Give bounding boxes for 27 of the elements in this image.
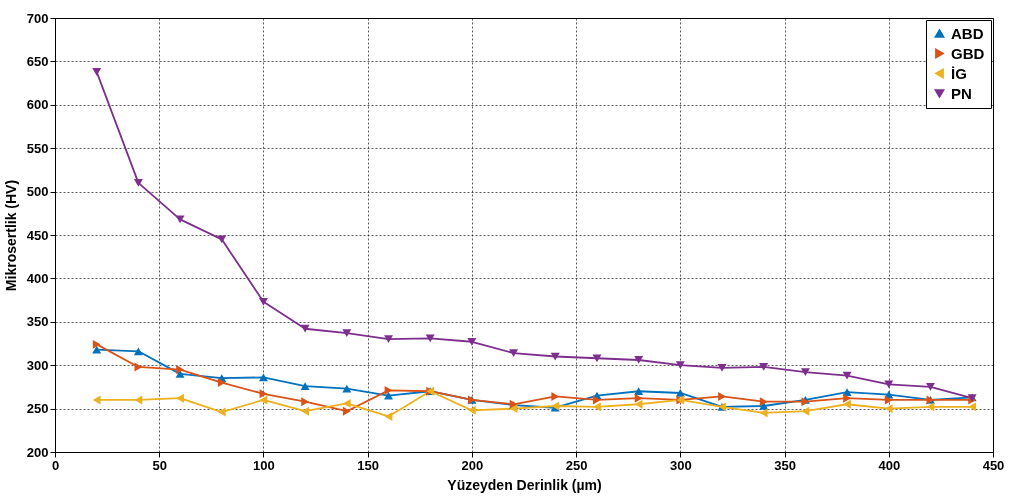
x-tick-label: 250 (565, 457, 588, 473)
x-tick-label: 400 (878, 457, 901, 473)
legend-label: GBD (951, 44, 985, 62)
x-tick-label: 300 (669, 457, 692, 473)
x-tick-label: 350 (774, 457, 796, 473)
y-tick-label: 650 (26, 53, 49, 69)
y-axis-title: Mikrosertlik (HV) (2, 179, 19, 292)
x-tick-label: 150 (357, 457, 380, 473)
x-tick-label: 200 (461, 457, 484, 473)
legend-label: ABD (951, 24, 984, 42)
y-tick-label: 700 (26, 10, 49, 26)
y-tick-label: 250 (26, 401, 49, 417)
y-tick-label: 600 (26, 97, 49, 113)
y-tick-label: 400 (26, 270, 49, 286)
y-tick-label: 300 (26, 357, 49, 373)
y-tick-label: 450 (26, 227, 49, 243)
legend-label: PN (951, 84, 972, 102)
y-tick-label: 200 (26, 444, 49, 460)
y-tick-label: 550 (26, 140, 49, 156)
legend-label: İG (951, 64, 967, 82)
y-tick-label: 500 (26, 184, 49, 200)
x-tick-label: 50 (152, 457, 167, 473)
x-tick-label: 0 (51, 457, 60, 473)
x-tick-label: 450 (982, 457, 1005, 473)
y-tick-label: 350 (26, 314, 49, 330)
x-tick-label: 100 (253, 457, 275, 473)
x-axis-title: Yüzeyden Derinlik (µm) (447, 476, 602, 493)
